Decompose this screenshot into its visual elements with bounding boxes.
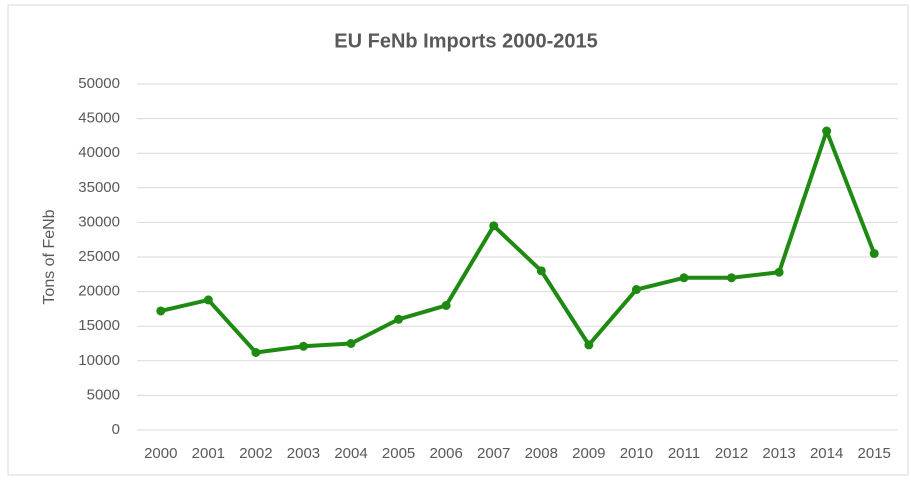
data-point: [822, 126, 832, 136]
x-tick-label: 2008: [525, 445, 558, 462]
y-tick-label: 30000: [78, 213, 120, 230]
data-point: [631, 285, 641, 295]
x-tick-label: 2011: [668, 445, 700, 462]
x-tick-label: 2009: [572, 445, 605, 462]
data-point: [774, 267, 784, 277]
x-tick-label: 2001: [192, 445, 225, 462]
x-tick-label: 2014: [810, 445, 843, 462]
y-tick-label: 15000: [78, 317, 120, 334]
y-tick-label: 10000: [78, 352, 120, 369]
y-axis-label: Tons of FeNb: [41, 209, 58, 304]
data-point: [298, 341, 308, 351]
x-tick-label: 2000: [144, 445, 177, 462]
x-tick-label: 2013: [762, 445, 795, 462]
data-point: [203, 295, 213, 305]
data-line: [160, 129, 877, 355]
data-point: [441, 300, 451, 310]
x-tick-label: 2012: [715, 445, 748, 462]
x-tick-label: 2006: [429, 445, 462, 462]
data-point: [346, 339, 356, 348]
y-tick-label: 0: [112, 421, 120, 438]
data-point: [584, 340, 594, 350]
data-point: [394, 314, 404, 324]
x-tick-label: 2007: [477, 445, 510, 462]
data-point: [251, 347, 261, 357]
data-point: [489, 221, 499, 231]
x-tick-label: 2005: [382, 445, 415, 462]
x-tick-label: 2015: [858, 445, 891, 462]
y-tick-label: 35000: [78, 179, 120, 196]
y-tick-label: 50000: [78, 75, 120, 92]
x-tick-label: 2010: [620, 445, 653, 462]
y-tick-label: 20000: [78, 283, 120, 300]
data-point: [869, 249, 879, 259]
x-tick-label: 2004: [334, 445, 367, 462]
data-point: [727, 273, 737, 283]
y-tick-label: 25000: [78, 248, 120, 265]
data-point: [679, 273, 689, 283]
data-point: [156, 306, 166, 316]
y-tick-label: 5000: [87, 386, 120, 403]
x-tick-label: 2002: [239, 445, 272, 462]
data-point: [536, 266, 546, 276]
chart-border: [7, 4, 909, 476]
y-tick-label: 45000: [78, 110, 120, 127]
y-tick-label: 40000: [78, 144, 120, 161]
x-tick-label: 2003: [287, 445, 320, 462]
chart-title: EU FeNb Imports 2000-2015: [334, 30, 597, 52]
